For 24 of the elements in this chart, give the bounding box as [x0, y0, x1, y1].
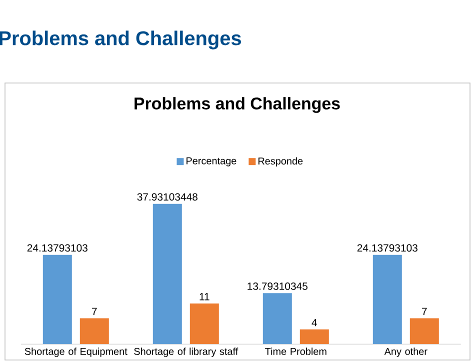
- bar: [42, 254, 72, 344]
- data-label: 4: [312, 318, 317, 326]
- bar: [262, 293, 292, 344]
- legend-label: Percentage: [186, 157, 236, 166]
- x-tick-label: Shortage of Equipment: [24, 348, 128, 357]
- x-tick-label: Any other: [384, 348, 428, 357]
- bar: [190, 303, 219, 344]
- data-label: 24.13793103: [357, 244, 418, 252]
- chart-title: Problems and Challenges: [134, 97, 340, 113]
- legend-label: Responde: [258, 157, 303, 167]
- x-tick-label: Time Problem: [265, 348, 326, 355]
- data-label: 37.93103448: [137, 193, 198, 201]
- text: Problems and Challenges: [0, 30, 241, 50]
- data-label: 7: [92, 308, 97, 316]
- data-label: 24.13793103: [27, 244, 88, 252]
- x-tick-label: Shortage of library staff: [134, 348, 238, 357]
- data-label: 7: [422, 308, 427, 316]
- bar: [410, 318, 439, 344]
- bar: [372, 254, 402, 344]
- data-label: 13.79310345: [248, 282, 308, 290]
- bar: [152, 204, 182, 344]
- data-label: 11: [200, 293, 210, 300]
- bar: [300, 329, 329, 344]
- bar: [80, 318, 109, 344]
